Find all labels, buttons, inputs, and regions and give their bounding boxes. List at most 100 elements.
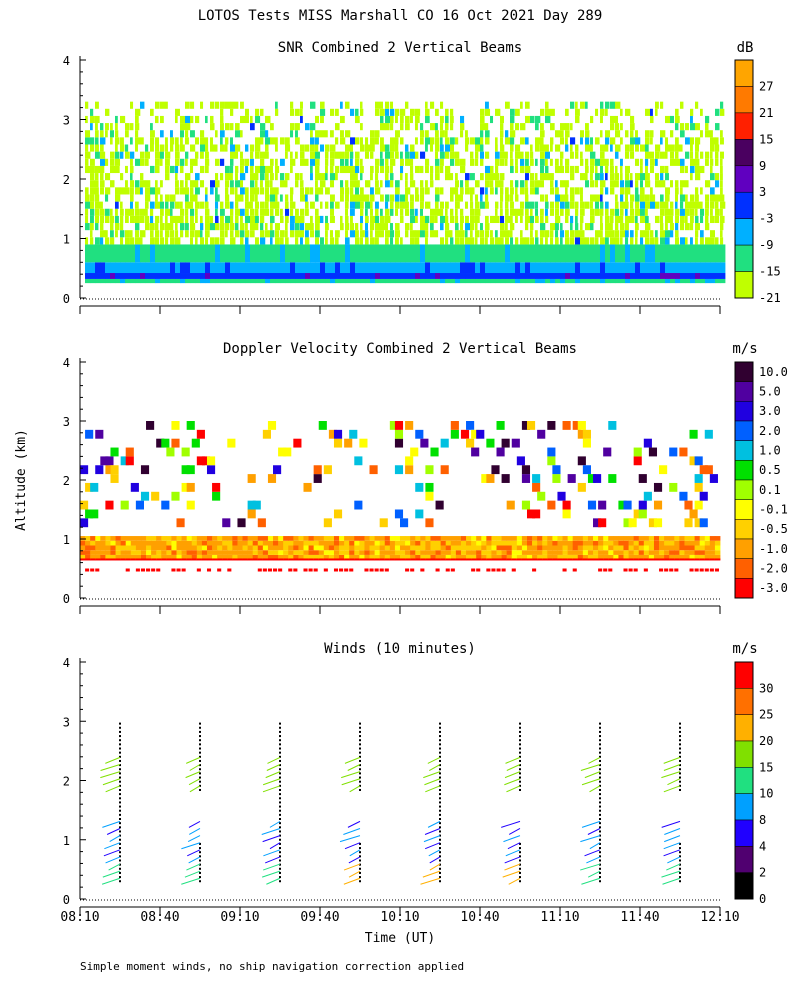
- snr-cell: [115, 123, 118, 131]
- snr-cell: [530, 215, 535, 224]
- doppler-cell: [110, 545, 116, 551]
- snr-cell: [515, 237, 519, 245]
- doppler-cell: [308, 558, 315, 561]
- snr-cell: [630, 201, 634, 209]
- doppler-cell: [130, 558, 137, 561]
- snr-cell: [515, 262, 521, 274]
- snr-cell: [380, 273, 386, 279]
- doppler-cell: [369, 550, 376, 555]
- doppler-cell: [669, 568, 674, 572]
- snr-cell: [445, 144, 451, 152]
- doppler-cell: [506, 558, 513, 561]
- snr-cell: [340, 130, 344, 138]
- snr-cell: [230, 151, 236, 159]
- snr-cell: [115, 201, 119, 209]
- snr-cell: [115, 165, 120, 174]
- doppler-cell: [171, 550, 177, 555]
- snr-cell: [670, 230, 674, 238]
- snr-cell: [480, 223, 483, 231]
- wind-gate-marker: [519, 842, 521, 845]
- snr-cell: [130, 180, 135, 188]
- doppler-cell: [389, 536, 396, 541]
- snr-cell: [85, 130, 91, 138]
- doppler-cell: [689, 509, 698, 519]
- doppler-cell: [120, 558, 127, 561]
- doppler-cell: [460, 540, 467, 546]
- doppler-cell: [420, 545, 426, 551]
- snr-cell: [265, 230, 270, 238]
- doppler-cell: [405, 550, 411, 555]
- snr-cell: [230, 223, 235, 231]
- doppler-cell: [318, 421, 327, 430]
- snr-cell: [680, 194, 686, 202]
- snr-cell: [100, 123, 104, 131]
- snr-cell: [285, 215, 289, 224]
- doppler-cell: [206, 545, 213, 551]
- snr-cell: [420, 201, 424, 209]
- snr-cell: [650, 237, 655, 245]
- doppler-cell: [466, 558, 472, 561]
- doppler-cell: [623, 540, 629, 546]
- wind-barb: [429, 856, 441, 864]
- wind-barb: [265, 856, 281, 864]
- wind-barb: [102, 820, 121, 828]
- snr-cell: [190, 215, 194, 224]
- doppler-cell: [410, 568, 415, 572]
- snr-cell: [255, 173, 259, 181]
- snr-cell: [620, 223, 625, 231]
- snr-cell: [390, 165, 393, 174]
- snr-cell: [680, 165, 685, 174]
- snr-cell: [345, 223, 350, 231]
- snr-cell: [365, 278, 371, 284]
- snr-cell: [540, 173, 546, 181]
- snr-cell: [365, 262, 371, 274]
- snr-cell: [480, 278, 486, 284]
- snr-cell: [260, 215, 265, 224]
- wind-barb: [589, 842, 601, 850]
- snr-cell: [230, 123, 234, 131]
- doppler-cell: [171, 540, 177, 546]
- doppler-cell: [577, 536, 584, 541]
- doppler-cell: [364, 558, 370, 561]
- snr-cell: [485, 201, 489, 209]
- snr-cell: [400, 278, 406, 284]
- snr-cell: [685, 215, 688, 224]
- doppler-cell: [151, 540, 157, 546]
- doppler-cell: [613, 536, 619, 541]
- doppler-cell: [542, 540, 548, 546]
- snr-cell: [385, 262, 391, 274]
- snr-cell: [715, 262, 721, 274]
- snr-cell: [620, 137, 623, 145]
- snr-cell: [655, 230, 658, 238]
- snr-cell: [535, 158, 538, 166]
- wind-barb: [501, 820, 521, 828]
- doppler-cell: [562, 550, 569, 555]
- doppler-cell: [85, 429, 94, 439]
- doppler-cell: [526, 509, 536, 519]
- snr-cell: [675, 262, 681, 274]
- doppler-cell: [344, 568, 349, 572]
- snr-cell: [500, 278, 506, 284]
- doppler-cell: [532, 540, 538, 546]
- snr-cell: [590, 115, 594, 124]
- doppler-cell: [405, 554, 411, 560]
- snr-cell: [85, 158, 89, 166]
- doppler-cell: [547, 500, 556, 510]
- snr-cell: [310, 158, 316, 166]
- doppler-cell: [201, 545, 208, 551]
- wind-barb: [508, 828, 521, 835]
- wind-gate-marker: [439, 735, 441, 738]
- snr-cell: [415, 194, 420, 202]
- snr-cell: [350, 262, 356, 274]
- snr-cell: [485, 151, 490, 159]
- doppler-cell: [247, 509, 256, 519]
- doppler-cell: [501, 536, 508, 541]
- snr-cell: [320, 115, 324, 124]
- snr-cell: [260, 137, 264, 145]
- doppler-cell: [425, 545, 431, 551]
- snr-cell: [430, 123, 436, 131]
- snr-cell: [620, 194, 624, 202]
- snr-cell: [525, 137, 529, 145]
- snr-cell: [90, 137, 95, 145]
- snr-cell: [625, 215, 631, 224]
